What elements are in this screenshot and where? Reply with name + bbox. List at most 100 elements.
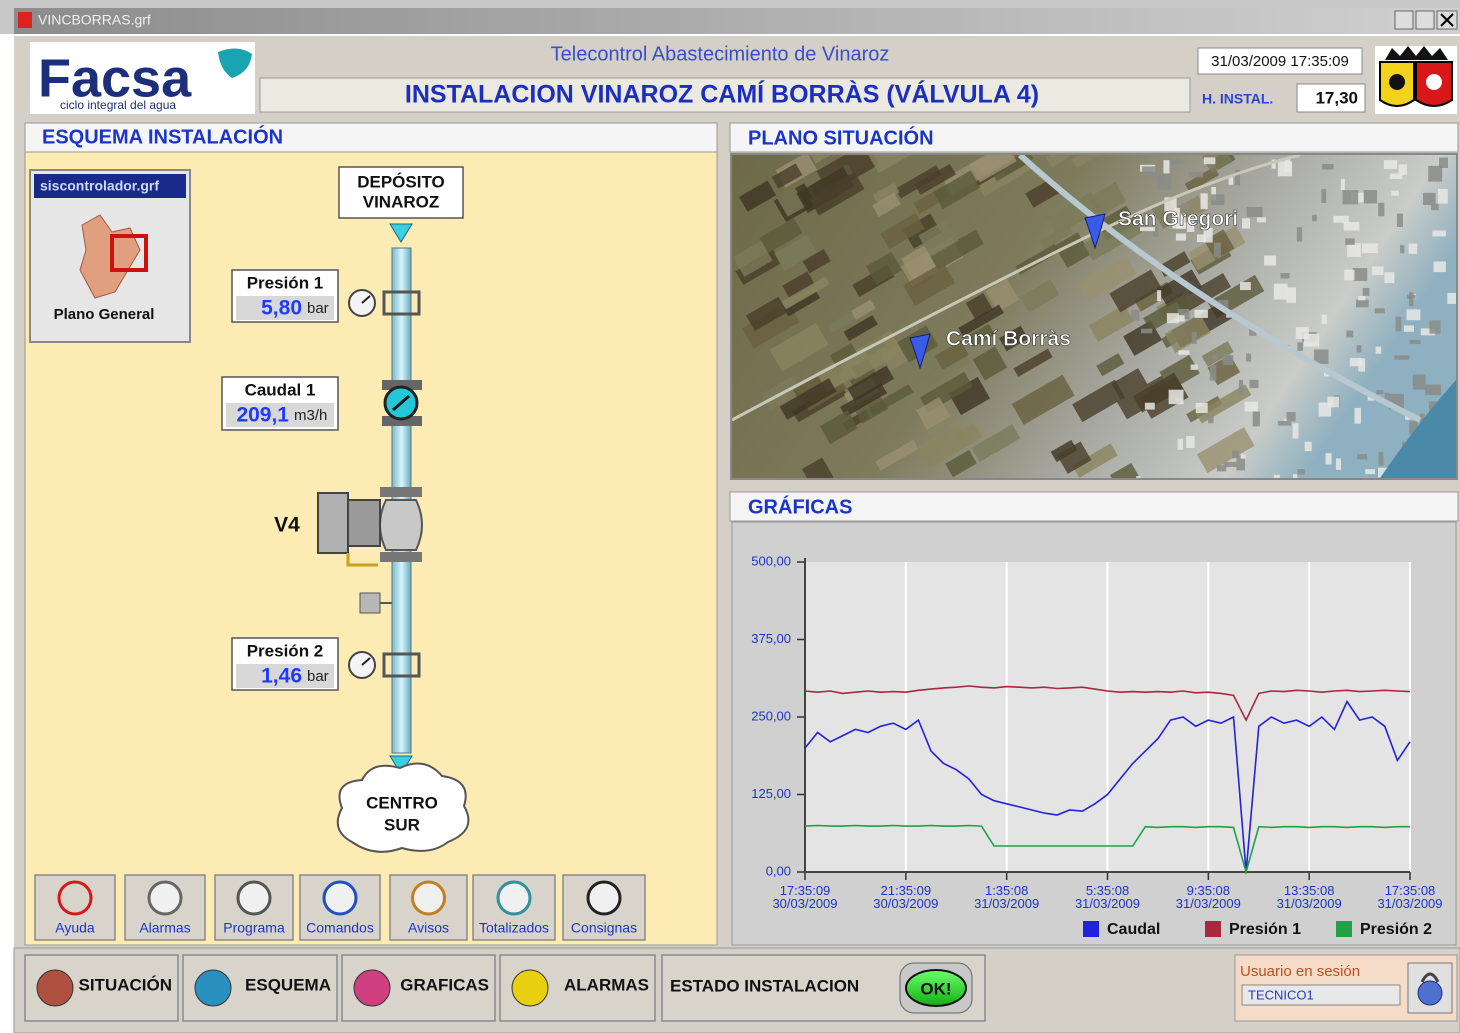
map-building <box>1140 227 1155 232</box>
crest-crown <box>1385 46 1448 60</box>
map-building <box>1297 469 1305 475</box>
meter-needle <box>392 394 410 412</box>
flow-meter <box>382 380 422 426</box>
series-line <box>804 685 1411 722</box>
map-building <box>1174 207 1180 217</box>
toolbar-button[interactable]: Alarmas <box>124 874 206 941</box>
sensor-value-box <box>226 403 334 427</box>
map-building <box>1166 313 1179 324</box>
map-field <box>918 219 959 257</box>
map-field <box>958 304 1004 337</box>
place-label: Camí Borràs <box>946 328 1071 351</box>
plano-general-button[interactable]: siscontrolador.grf Plano General <box>29 169 191 343</box>
crest-figure <box>1389 74 1405 90</box>
maximize-button[interactable] <box>1415 10 1435 30</box>
map-building <box>1384 392 1390 405</box>
nav-button[interactable]: ALARMAS <box>499 954 656 1022</box>
gauge-needle <box>361 295 371 304</box>
nav-button[interactable]: SITUACIÓN <box>24 954 179 1022</box>
map-field <box>1072 443 1118 478</box>
minimize-button[interactable] <box>1394 10 1414 30</box>
map-building <box>1252 411 1260 427</box>
button-icon <box>36 969 74 1007</box>
map-building <box>1371 266 1384 276</box>
toolbar-button[interactable]: Avisos <box>389 874 468 941</box>
tank-box <box>338 166 464 219</box>
map-building <box>1433 261 1446 273</box>
map-building <box>1394 355 1410 360</box>
sensor-value-box <box>236 664 334 688</box>
map-field <box>895 165 942 199</box>
y-tick-label: 125,00 <box>751 786 791 801</box>
map-building <box>1217 465 1227 472</box>
crest <box>1375 46 1457 114</box>
h-instal-box <box>1296 83 1366 113</box>
map-field <box>917 423 971 469</box>
button-icon <box>353 969 391 1007</box>
pipe-clamp <box>382 290 421 316</box>
map-field <box>930 229 984 271</box>
map-field <box>1083 215 1143 261</box>
button-face[interactable] <box>341 954 496 1022</box>
toolbar-button[interactable]: Ayuda <box>34 874 116 941</box>
map-building <box>1190 364 1198 370</box>
map-building <box>1200 193 1208 210</box>
map-field <box>1116 375 1172 420</box>
map-building <box>1409 339 1421 345</box>
map-building <box>1409 420 1418 435</box>
map-building <box>1222 355 1234 365</box>
map-building <box>1136 476 1141 478</box>
button-icon <box>57 880 93 916</box>
sensor-value: 1,46 <box>261 665 302 688</box>
map-building <box>1432 230 1446 237</box>
map-field <box>1071 155 1103 169</box>
map-building <box>1356 345 1362 353</box>
user-field <box>1241 984 1401 1006</box>
sensor-unit: m3/h <box>294 407 327 424</box>
road <box>1017 155 1422 423</box>
toolbar-button[interactable]: Consignas <box>562 874 646 941</box>
map-building <box>1292 423 1299 439</box>
panel-title: PLANO SITUACIÓN <box>748 125 934 149</box>
map-field <box>1054 232 1091 268</box>
map-building <box>1423 192 1436 205</box>
button-face[interactable] <box>34 874 116 941</box>
map-building <box>1169 159 1184 165</box>
map-building <box>1314 349 1329 364</box>
nav-button[interactable]: GRAFICAS <box>341 954 496 1022</box>
x-tick-label: 21:35:09 30/03/2009 <box>873 883 938 911</box>
flange <box>382 416 422 426</box>
datetime-box <box>1197 47 1363 75</box>
nav-button[interactable]: ESQUEMA <box>182 954 338 1022</box>
map-pin[interactable] <box>909 333 931 370</box>
map-building <box>1312 214 1317 222</box>
toolbar-button[interactable]: Programa <box>214 874 294 941</box>
panel-title: ESQUEMA INSTALACIÓN <box>42 124 283 148</box>
map-building <box>1213 242 1221 258</box>
map-field <box>1096 353 1125 377</box>
toolbar-button[interactable]: Comandos <box>299 874 381 941</box>
map-building <box>1218 299 1229 308</box>
map-building <box>1420 328 1435 336</box>
x-tick-label: 9:35:08 31/03/2009 <box>1176 883 1241 911</box>
toolbar-button[interactable]: Totalizados <box>472 874 556 941</box>
map-building <box>1209 364 1217 381</box>
map-building <box>1333 215 1349 223</box>
session-label: Usuario en sesión <box>1240 963 1360 980</box>
map-building <box>1362 287 1370 296</box>
flange <box>380 552 422 562</box>
map-field <box>1011 374 1075 425</box>
map-building <box>1376 390 1384 395</box>
button-icon <box>322 880 358 916</box>
map-building <box>1403 325 1415 332</box>
logo-text: Facsa <box>38 48 192 108</box>
toolbar: Ayuda Alarmas Programa Comandos Avisos Totali… <box>34 874 646 941</box>
map-field <box>1196 427 1255 473</box>
map-field <box>865 251 902 285</box>
map-field <box>934 340 969 370</box>
map-pin[interactable] <box>1084 213 1106 250</box>
map-building <box>1232 450 1239 459</box>
map-field <box>808 171 865 216</box>
map-building <box>1340 179 1345 190</box>
map-building <box>1203 228 1213 243</box>
